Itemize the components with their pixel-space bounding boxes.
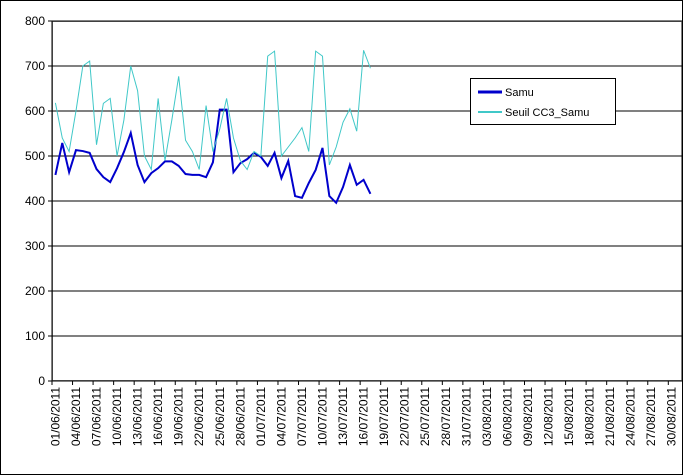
y-tick-label: 500 <box>25 149 45 163</box>
x-tick-label: 01/06/2011 <box>48 387 62 446</box>
x-tick-label: 19/06/2011 <box>172 387 186 446</box>
legend-label: Samu <box>505 87 534 99</box>
x-tick-label: 04/07/2011 <box>274 387 288 446</box>
y-tick-label: 300 <box>25 239 45 253</box>
series-line <box>54 108 372 205</box>
x-tick-label: 28/06/2011 <box>233 387 247 446</box>
x-tick-label: 22/06/2011 <box>192 387 206 446</box>
x-tick-label: 28/07/2011 <box>439 387 453 446</box>
x-tick-label: 21/08/2011 <box>603 387 617 446</box>
series-line <box>54 50 371 172</box>
x-tick-label: 10/07/2011 <box>315 387 329 446</box>
legend-box <box>470 78 616 125</box>
x-tick-label: 15/08/2011 <box>562 387 576 446</box>
x-tick-label: 24/08/2011 <box>624 387 638 446</box>
x-tick-label: 18/08/2011 <box>583 387 597 446</box>
x-tick-label: 22/07/2011 <box>398 387 412 446</box>
x-tick-label: 13/06/2011 <box>131 387 145 446</box>
y-tick-label: 600 <box>25 104 45 118</box>
x-tick-label: 31/07/2011 <box>459 387 473 446</box>
x-tick-label: 04/06/2011 <box>69 387 83 446</box>
x-tick-label: 13/07/2011 <box>336 387 350 446</box>
x-tick-label: 27/08/2011 <box>644 387 658 446</box>
x-tick-label: 07/07/2011 <box>295 387 309 446</box>
y-tick-label: 200 <box>25 284 45 298</box>
x-tick-label: 10/06/2011 <box>110 387 124 446</box>
x-tick-label: 19/07/2011 <box>377 387 391 446</box>
x-tick-label: 16/06/2011 <box>151 387 165 446</box>
y-tick-label: 400 <box>25 194 45 208</box>
y-tick-label: 100 <box>25 329 45 343</box>
x-tick-label: 03/08/2011 <box>480 387 494 446</box>
x-tick-label: 12/08/2011 <box>541 387 555 446</box>
y-tick-label: 700 <box>25 59 45 73</box>
x-tick-label: 16/07/2011 <box>357 387 371 446</box>
x-tick-label: 01/07/2011 <box>254 387 268 446</box>
y-tick-label: 0 <box>38 374 45 388</box>
x-tick-label: 25/07/2011 <box>418 387 432 446</box>
x-tick-label: 25/06/2011 <box>213 387 227 446</box>
x-tick-label: 06/08/2011 <box>500 387 514 446</box>
y-tick-label: 800 <box>25 14 45 28</box>
legend-label: Seuil CC3_Samu <box>505 107 589 119</box>
x-tick-label: 07/06/2011 <box>90 387 104 446</box>
x-tick-label: 30/08/2011 <box>665 387 679 446</box>
x-tick-label: 09/08/2011 <box>521 387 535 446</box>
